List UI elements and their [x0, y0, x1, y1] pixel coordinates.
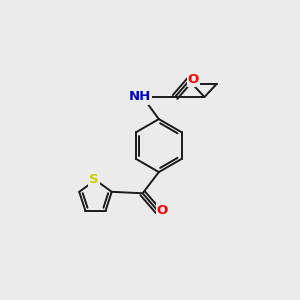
Text: O: O — [188, 73, 199, 86]
Text: S: S — [89, 173, 99, 186]
Text: O: O — [157, 205, 168, 218]
Text: NH: NH — [129, 91, 152, 103]
